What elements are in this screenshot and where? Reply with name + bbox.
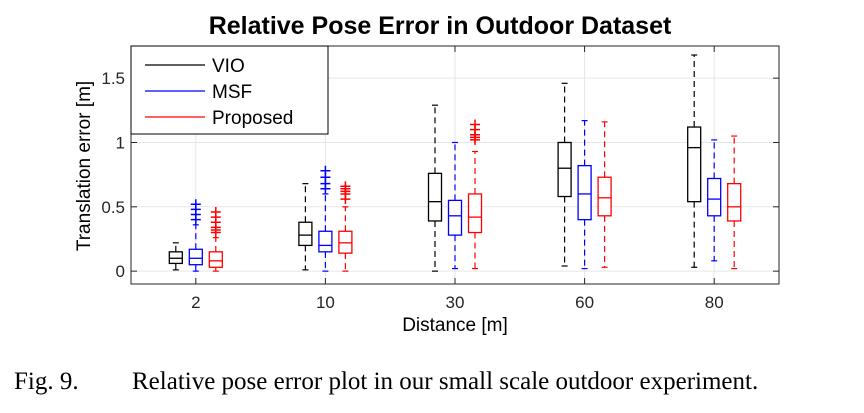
- iqr-box: [727, 183, 742, 222]
- iqr-box: [577, 164, 592, 221]
- iqr-box: [557, 141, 572, 198]
- iqr-box: [597, 176, 612, 217]
- vio-box-60: [557, 82, 572, 267]
- proposed-box-80: [727, 135, 742, 270]
- iqr-box: [208, 251, 223, 268]
- figure-caption: Fig. 9. Relative pose error plot in our s…: [14, 368, 859, 396]
- legend-label-vio: VIO: [212, 56, 245, 77]
- y-tick-label: 1: [116, 133, 125, 152]
- msf-box-10: [318, 165, 333, 272]
- iqr-box: [298, 221, 313, 247]
- x-tick-label: 80: [705, 293, 724, 312]
- x-tick-label: 2: [191, 293, 200, 312]
- boxplot-chart: Relative Pose Error in Outdoor Dataset 0…: [74, 12, 780, 336]
- iqr-box: [687, 126, 702, 203]
- proposed-box-10: [338, 181, 353, 272]
- vio-box-2: [168, 242, 183, 271]
- proposed-box-2: [208, 206, 223, 272]
- iqr-box: [188, 248, 203, 266]
- outlier-marker: [190, 199, 201, 210]
- iqr-box: [467, 193, 483, 234]
- proposed-box-30: [467, 119, 483, 270]
- msf-box-2: [188, 199, 203, 272]
- proposed-box-60: [597, 121, 612, 268]
- vio-box-10: [298, 183, 313, 271]
- caption-text: Relative pose error plot in our small sc…: [132, 368, 759, 395]
- legend: VIO MSF Proposed: [130, 45, 329, 135]
- iqr-box: [318, 230, 333, 253]
- y-tick-label: 0.5: [101, 198, 125, 217]
- outlier-marker: [470, 119, 480, 130]
- legend-box: [130, 45, 329, 135]
- msf-box-80: [707, 139, 722, 262]
- y-tick-label: 1.5: [101, 69, 125, 88]
- box-layer: [168, 54, 742, 272]
- x-tick-label: 60: [575, 293, 594, 312]
- vio-box-80: [687, 54, 702, 268]
- caption-label: Fig. 9.: [14, 368, 79, 395]
- x-tick-label: 30: [446, 293, 465, 312]
- msf-box-30: [447, 141, 463, 270]
- y-axis-label: Translation error [m]: [74, 81, 95, 251]
- vio-box-30: [427, 104, 443, 272]
- msf-box-60: [577, 120, 592, 270]
- outlier-marker: [320, 165, 331, 176]
- outlier-marker: [340, 181, 351, 192]
- legend-label-msf: MSF: [212, 82, 252, 103]
- chart-title: Relative Pose Error in Outdoor Dataset: [209, 12, 672, 40]
- iqr-box: [427, 172, 443, 222]
- y-tick-label: 0: [116, 262, 125, 281]
- iqr-box: [707, 177, 722, 217]
- legend-label-proposed: Proposed: [212, 108, 293, 129]
- iqr-box: [447, 199, 463, 236]
- x-axis-label: Distance [m]: [402, 315, 508, 336]
- outlier-marker: [210, 206, 221, 217]
- x-tick-label: 10: [316, 293, 335, 312]
